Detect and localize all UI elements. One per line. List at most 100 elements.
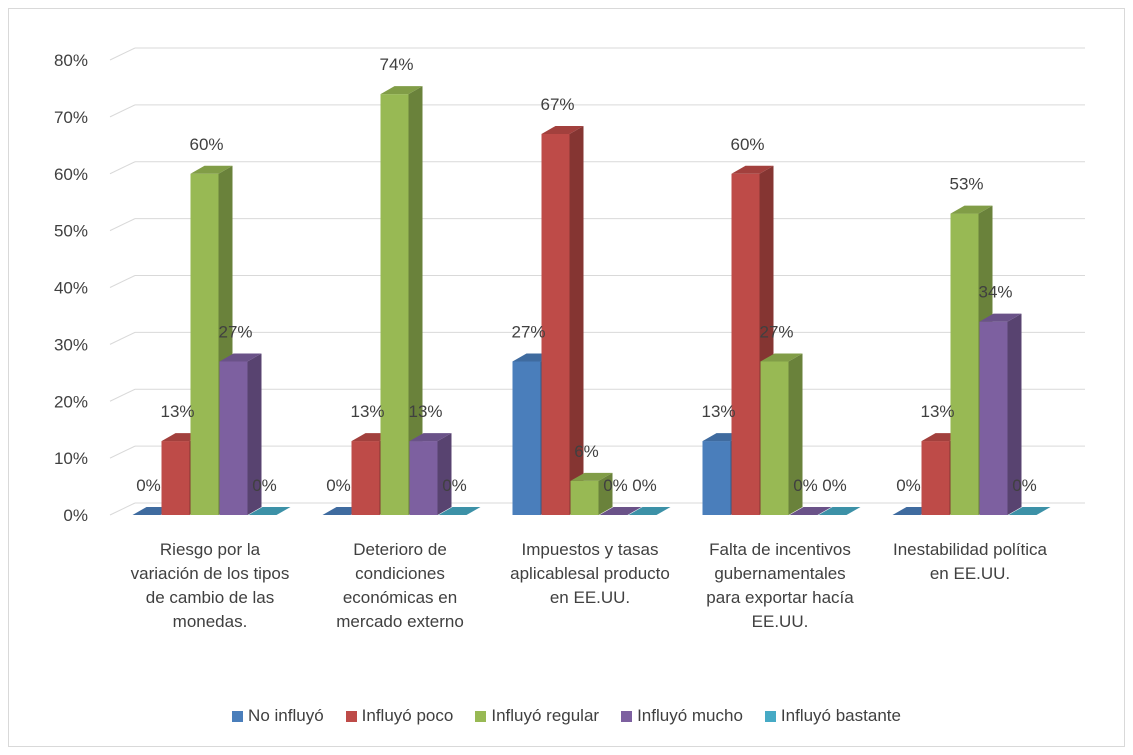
bar-top (760, 353, 803, 362)
legend-entry: Influyó mucho (621, 706, 743, 726)
bar-side (408, 86, 423, 515)
bar-side (1007, 313, 1022, 515)
legend-swatch (475, 710, 487, 722)
bar (599, 507, 642, 515)
legend-entry: Influyó regular (475, 706, 599, 726)
bar-top (219, 353, 262, 362)
bar-top (599, 507, 642, 515)
y-tick-label: 40% (54, 279, 88, 298)
grid-depth-line (109, 161, 136, 175)
legend-entry: Influyó poco (345, 706, 454, 726)
data-label: 67% (540, 95, 574, 114)
bar-side (569, 125, 584, 515)
bar-front (409, 441, 438, 515)
bar-side (247, 353, 262, 515)
y-tick-label: 50% (54, 222, 88, 241)
y-tick-label: 10% (54, 449, 88, 468)
bar-top (950, 205, 993, 214)
bar-front (979, 321, 1008, 515)
data-label: 0% (252, 476, 277, 495)
bar (409, 433, 452, 515)
data-label: 53% (949, 175, 983, 194)
legend-label: Influyó poco (361, 706, 454, 725)
x-tick-label: Impuestos y tasas aplicablesal producto … (510, 540, 670, 607)
y-tick-label: 60% (54, 165, 88, 184)
bar-side (598, 472, 613, 515)
bar (570, 472, 613, 515)
bar-top (380, 86, 423, 95)
grid-depth-line (109, 445, 136, 459)
bar-front (702, 441, 731, 515)
data-label: 27% (759, 322, 793, 341)
bar-top (248, 507, 291, 515)
grid-depth-line (109, 218, 136, 232)
data-label: 6% (574, 442, 599, 461)
data-label: 0% (603, 476, 628, 495)
grid-depth-line (109, 104, 136, 118)
data-label: 60% (189, 135, 223, 154)
bar-top (190, 165, 233, 174)
legend-label: Influyó bastante (780, 706, 901, 725)
legend-swatch (345, 710, 357, 722)
bar (979, 313, 1022, 515)
x-tick-label: Riesgo por la variación de los tipos de … (130, 540, 290, 631)
bar-top (438, 507, 481, 515)
y-tick-label: 80% (54, 51, 88, 70)
legend-entry: Influyó bastante (764, 706, 901, 726)
y-tick-label: 20% (54, 392, 88, 411)
bar-front (950, 213, 979, 515)
grid-depth-line (109, 388, 136, 402)
legend-swatch (621, 710, 633, 722)
bar-top (570, 472, 613, 481)
bar-top (628, 507, 671, 515)
bar-front (760, 361, 789, 515)
bar-front (190, 173, 219, 515)
data-label: 27% (511, 322, 545, 341)
data-label: 13% (920, 402, 954, 421)
data-label: 0% (1012, 476, 1037, 495)
legend-label: No influyó (248, 706, 324, 725)
bar-front (219, 361, 248, 515)
bar-front (351, 441, 380, 515)
x-tick-label: Falta de incentivos gubernamentales para… (706, 540, 854, 631)
x-tick-label: Inestabilidad política en EE.UU. (892, 540, 1048, 583)
data-label: 0% (793, 476, 818, 495)
data-label: 34% (978, 283, 1012, 302)
bar-top (541, 125, 584, 134)
bar-top (789, 507, 832, 515)
data-label: 0% (442, 476, 467, 495)
bar-front (570, 480, 599, 515)
data-label: 0% (326, 476, 351, 495)
data-label: 13% (408, 402, 442, 421)
legend: No influyó Influyó poco Influyó regular Inf… (0, 706, 1133, 726)
data-label: 13% (701, 402, 735, 421)
bar-front (161, 441, 190, 515)
bar (628, 507, 671, 515)
bar (541, 125, 584, 515)
bar (789, 507, 832, 515)
bar-side (788, 353, 803, 515)
bar-top (818, 507, 861, 515)
legend-swatch (764, 710, 776, 722)
bar-front (380, 94, 409, 515)
grid-depth-line (109, 275, 136, 288)
bar-top (409, 433, 452, 442)
y-tick-label: 0% (63, 506, 88, 525)
bar (818, 507, 861, 515)
grid-depth-line (109, 47, 136, 61)
bar-top (979, 313, 1022, 322)
chart-border (8, 8, 1125, 747)
data-label: 60% (730, 135, 764, 154)
x-tick-label: Deterioro de condiciones económicas en m… (336, 540, 464, 631)
grid-depth-line (109, 331, 136, 345)
data-label: 0% (136, 476, 161, 495)
data-label: 0% (822, 476, 847, 495)
bar (380, 86, 423, 515)
bar (248, 507, 291, 515)
bar (438, 507, 481, 515)
bar-front (921, 441, 950, 515)
bar-front (512, 361, 541, 515)
legend-label: Influyó regular (491, 706, 600, 725)
bar-top (1008, 507, 1051, 515)
